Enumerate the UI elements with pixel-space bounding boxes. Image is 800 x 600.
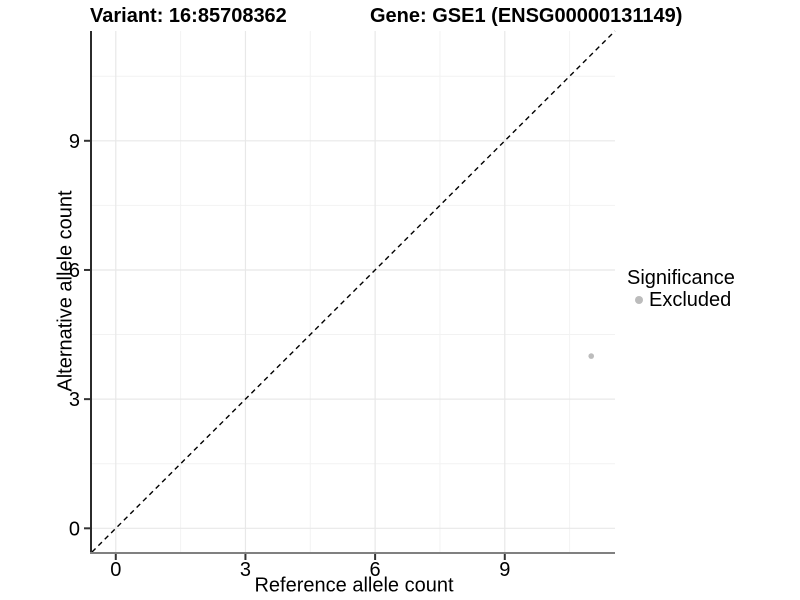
y-tick-label: 9 xyxy=(69,131,80,153)
x-tick-label: 6 xyxy=(370,559,381,581)
x-axis-title: Reference allele count xyxy=(254,574,454,597)
legend-item-label: Excluded xyxy=(649,289,732,311)
x-tick-label: 3 xyxy=(240,559,251,581)
legend-point-icon xyxy=(635,296,643,304)
legend-item-excluded: Excluded xyxy=(635,290,735,310)
x-tick-label: 0 xyxy=(110,559,121,581)
y-axis-title: Alternative allele count xyxy=(54,190,77,392)
y-tick-label: 0 xyxy=(69,518,80,540)
legend-title: Significance xyxy=(627,267,735,289)
plot-title-gene: Gene: GSE1 (ENSG00000131149) xyxy=(370,5,683,27)
identity-dashed-line xyxy=(91,30,616,553)
legend: Significance Excluded xyxy=(627,266,735,310)
data-point xyxy=(588,353,595,359)
x-tick-label: 9 xyxy=(499,559,510,581)
y-tick-label: 3 xyxy=(69,389,80,411)
plot-title-variant: Variant: 16:85708362 xyxy=(90,5,287,27)
y-tick-label: 6 xyxy=(69,260,80,282)
